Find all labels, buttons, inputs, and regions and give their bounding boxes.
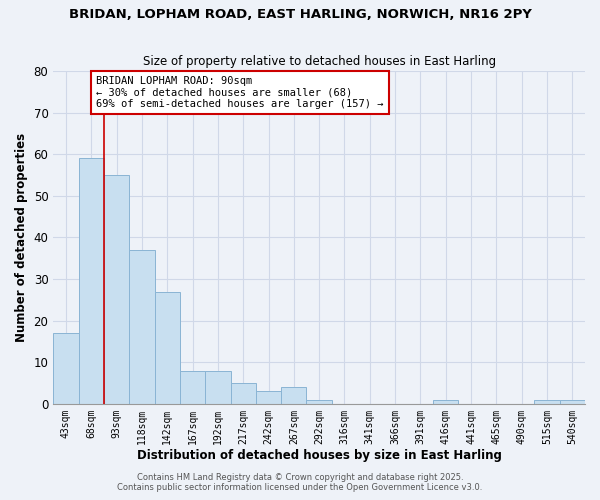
Bar xyxy=(79,158,104,404)
Bar xyxy=(281,387,307,404)
Bar xyxy=(205,370,230,404)
Bar xyxy=(230,383,256,404)
Bar xyxy=(53,333,79,404)
Bar xyxy=(180,370,205,404)
Bar xyxy=(307,400,332,404)
Bar xyxy=(104,175,129,404)
Title: Size of property relative to detached houses in East Harling: Size of property relative to detached ho… xyxy=(143,56,496,68)
Bar xyxy=(129,250,155,404)
Bar xyxy=(560,400,585,404)
Bar xyxy=(535,400,560,404)
Bar xyxy=(256,392,281,404)
Text: BRIDAN, LOPHAM ROAD, EAST HARLING, NORWICH, NR16 2PY: BRIDAN, LOPHAM ROAD, EAST HARLING, NORWI… xyxy=(68,8,532,20)
Text: BRIDAN LOPHAM ROAD: 90sqm
← 30% of detached houses are smaller (68)
69% of semi-: BRIDAN LOPHAM ROAD: 90sqm ← 30% of detac… xyxy=(96,76,383,109)
X-axis label: Distribution of detached houses by size in East Harling: Distribution of detached houses by size … xyxy=(137,450,502,462)
Bar xyxy=(155,292,180,404)
Text: Contains HM Land Registry data © Crown copyright and database right 2025.
Contai: Contains HM Land Registry data © Crown c… xyxy=(118,473,482,492)
Bar xyxy=(433,400,458,404)
Y-axis label: Number of detached properties: Number of detached properties xyxy=(15,133,28,342)
